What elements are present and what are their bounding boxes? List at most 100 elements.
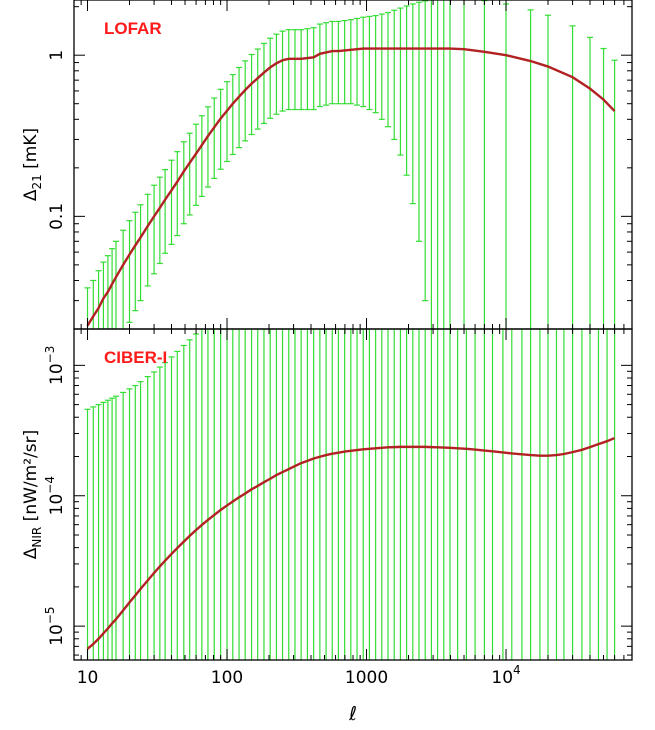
plot-area (84, 329, 616, 660)
error-bar (242, 60, 249, 142)
error-bar (347, 19, 354, 105)
error-bar (403, 5, 410, 176)
error-bar (168, 159, 175, 245)
error-bar (248, 53, 255, 136)
error-bar (310, 27, 317, 111)
error-bar (211, 97, 218, 179)
error-bar (354, 17, 361, 106)
error-bar (329, 20, 336, 105)
y-tick-label: 1 (47, 50, 67, 61)
error-bar (156, 176, 163, 265)
error-bar (481, 0, 488, 329)
error-bar (372, 15, 379, 114)
model-line (86, 47, 616, 327)
error-bar (174, 151, 181, 237)
error-bar (151, 184, 158, 275)
y-tick-label: 10−4 (43, 476, 67, 515)
error-bar (100, 261, 107, 329)
panel-label: LOFAR (104, 19, 162, 38)
error-bar (180, 141, 187, 225)
error-bar (126, 388, 133, 660)
y-axis-label: ΔNIR [nW/m²/sr] (21, 430, 44, 559)
error-bar (316, 23, 323, 108)
y-axis-label: Δ21 [mK] (21, 128, 44, 201)
error-bar (254, 48, 261, 130)
error-bar (174, 350, 181, 660)
error-bar (162, 169, 169, 254)
error-bar (90, 279, 97, 329)
error-bar (527, 9, 534, 329)
error-bar (217, 88, 224, 170)
error-bar (409, 3, 416, 205)
error-bar (391, 9, 398, 141)
error-bar (112, 395, 119, 660)
error-bar (273, 33, 280, 115)
error-bar (95, 404, 102, 660)
x-tick-label: 10 (77, 668, 99, 688)
error-bar (611, 59, 618, 329)
error-bar (156, 366, 163, 660)
lofar-panel: 0.1 1 Δ21 [mK] LOFAR (21, 0, 633, 330)
error-bar (366, 15, 373, 111)
error-bar (397, 7, 404, 156)
error-bar (304, 28, 311, 111)
error-bar (109, 397, 116, 660)
error-bar (90, 406, 97, 660)
error-bar (112, 240, 119, 329)
error-bar (204, 106, 211, 188)
y-tick-label: 0.1 (47, 203, 67, 230)
x-tick-label: 100 (211, 668, 243, 688)
error-bar (84, 408, 91, 660)
y-tick-label: 10−5 (43, 606, 67, 645)
error-bar (341, 19, 348, 105)
error-bar (120, 229, 127, 329)
error-bar (137, 204, 144, 302)
error-bar (285, 29, 292, 111)
error-bar (193, 123, 200, 206)
error-bar (120, 391, 127, 660)
error-bar (267, 37, 274, 119)
error-bar (260, 42, 267, 125)
error-bar (323, 22, 330, 106)
model-line (86, 436, 616, 650)
error-bar (545, 14, 552, 329)
x-axis-label: ℓ (348, 703, 357, 725)
error-bar (144, 193, 151, 287)
error-bar (236, 66, 243, 149)
error-bar (162, 361, 169, 660)
error-bar (360, 16, 367, 108)
panel-label: CIBER-I (104, 348, 167, 367)
error-bar (385, 11, 392, 128)
error-bar (132, 211, 139, 312)
error-bar (144, 375, 151, 660)
error-bar (503, 3, 510, 329)
error-bar (587, 36, 594, 329)
error-bar (600, 47, 607, 329)
error-bar (298, 29, 305, 111)
y-tick-label: 10−3 (43, 346, 67, 385)
error-bar (104, 399, 111, 660)
x-tick-label: 1000 (345, 668, 388, 688)
error-bar (137, 381, 144, 660)
error-bar (422, 0, 429, 302)
error-bar (95, 270, 102, 329)
error-bar (335, 20, 342, 105)
error-bar (291, 29, 298, 111)
error-bar (279, 30, 286, 112)
error-bar (416, 1, 423, 242)
error-bar (198, 115, 205, 197)
error-bar (186, 132, 193, 216)
x-tick-label: 104 (491, 663, 520, 688)
error-bar (180, 344, 187, 660)
error-bar (100, 401, 107, 660)
error-bar (151, 371, 158, 660)
error-bar (569, 25, 576, 329)
error-bar (132, 384, 139, 660)
error-bar (168, 356, 175, 660)
error-bar (109, 248, 116, 329)
error-bar (193, 333, 200, 660)
error-bar (224, 81, 231, 163)
plot-area (84, 0, 618, 329)
error-bar (378, 13, 385, 120)
